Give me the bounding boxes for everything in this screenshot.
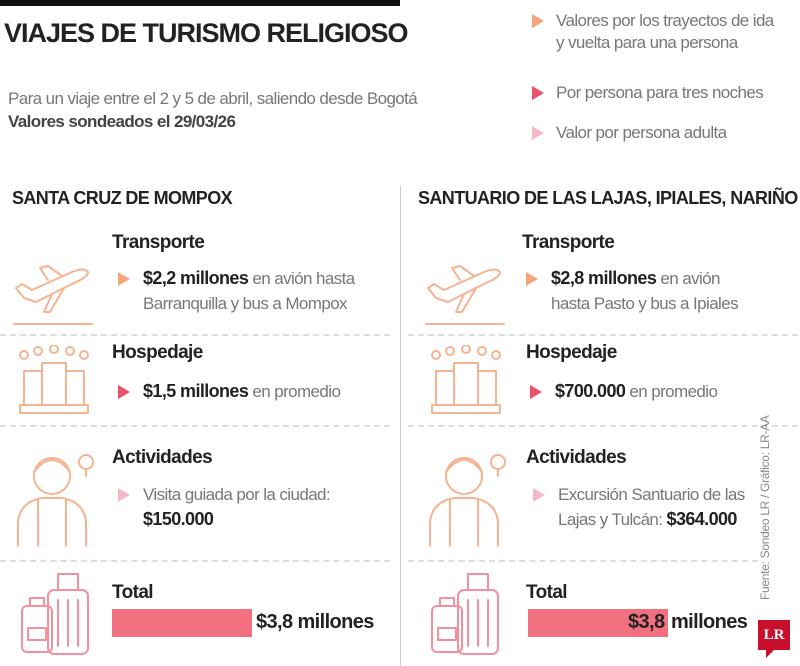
- transport-text: hasta Pasto y bus a Ipiales: [551, 294, 739, 313]
- total-title: Total: [112, 582, 154, 603]
- orange-triangle-icon: [532, 14, 544, 28]
- row-divider: [408, 425, 798, 427]
- activities-detail: Visita guiada por la ciudad: $150.000: [118, 482, 393, 532]
- transport-text: en avión hasta: [252, 269, 355, 288]
- lodging-amount: $1,5 millones: [143, 381, 249, 401]
- survey-date: Valores sondeados el 29/03/26: [8, 112, 236, 131]
- tourist-icon: [17, 454, 94, 547]
- transport-text: Barranquilla y bus a Mompox: [143, 294, 348, 313]
- row-divider: [408, 334, 798, 336]
- pink-triangle-icon: [533, 488, 545, 502]
- hotel-icon: [431, 345, 501, 414]
- legend-label: y vuelta para una persona: [556, 33, 738, 52]
- activities-title: Actividades: [526, 447, 627, 468]
- transport-amount: $2,8 millones: [551, 268, 657, 288]
- lodging-detail: $700.000 en promedio: [530, 379, 795, 404]
- legend-label: Valor por persona adulta: [556, 123, 727, 142]
- page-title: VIAJES DE TURISMO RELIGIOSO: [4, 18, 409, 48]
- transport-text: en avión: [660, 269, 720, 288]
- transport-amount: $2,2 millones: [143, 268, 249, 288]
- row-divider: [0, 425, 390, 427]
- pink-triangle-icon: [532, 126, 544, 140]
- lodging-detail: $1,5 millones en promedio: [118, 379, 393, 404]
- source-credit: Fuente: Sondeo LR / Gráfico: LR-AA: [758, 415, 772, 600]
- activities-text: Lajas y Tulcán:: [558, 510, 663, 529]
- transport-detail: $2,2 millones en avión hasta Barranquill…: [118, 266, 393, 316]
- activities-title: Actividades: [112, 447, 213, 468]
- activities-detail: Excursión Santuario de las Lajas y Tulcá…: [533, 482, 758, 532]
- activities-text: Visita guiada por la ciudad:: [143, 485, 331, 504]
- hotel-icon: [19, 345, 89, 414]
- row-divider: [0, 560, 390, 562]
- red-triangle-icon: [530, 385, 542, 399]
- row-divider: [408, 560, 758, 562]
- orange-triangle-icon: [526, 272, 538, 286]
- legend-item-per-night: Por persona para tres noches: [530, 82, 764, 104]
- red-triangle-icon: [118, 385, 130, 399]
- trip-description: Para un viaje entre el 2 y 5 de abril, s…: [8, 89, 418, 108]
- subtitle: Para un viaje entre el 2 y 5 de abril, s…: [8, 87, 418, 133]
- orange-triangle-icon: [118, 272, 130, 286]
- top-rule: [0, 0, 400, 6]
- lodging-text: en promedio: [629, 382, 718, 401]
- row-divider: [0, 334, 390, 336]
- lodging-title: Hospedaje: [526, 342, 617, 363]
- destination-title: SANTA CRUZ DE MOMPOX: [12, 188, 233, 208]
- total-unit: millones: [671, 611, 748, 633]
- luggage-icon: [21, 573, 89, 655]
- pink-triangle-icon: [118, 488, 130, 502]
- lodging-amount: $700.000: [555, 381, 626, 401]
- luggage-icon: [431, 573, 499, 655]
- total-bar: [528, 609, 668, 637]
- red-triangle-icon: [532, 86, 544, 100]
- legend-label: Por persona para tres noches: [556, 83, 764, 102]
- transport-detail: $2,8 millones en avión hasta Pasto y bus…: [526, 266, 791, 316]
- total-amount: $3,8 millones: [256, 611, 374, 633]
- total-amount: $3,8: [628, 611, 665, 633]
- transport-title: Transporte: [112, 232, 205, 253]
- legend-label: Valores por los trayectos de ida: [556, 11, 774, 30]
- lr-logo: LR: [758, 620, 790, 658]
- total-bar: [112, 609, 252, 637]
- legend-item-round-trip: Valores por los trayectos de ida y vuelt…: [530, 10, 774, 54]
- tourist-icon: [429, 454, 506, 547]
- airplane-icon: [425, 265, 505, 325]
- activities-amount: $150.000: [143, 509, 214, 529]
- transport-title: Transporte: [522, 232, 615, 253]
- destination-title: SANTUARIO DE LAS LAJAS, IPIALES, NARIÑO: [418, 188, 798, 208]
- column-divider: [400, 186, 401, 666]
- legend-item-adult: Valor por persona adulta: [530, 122, 727, 144]
- lodging-text: en promedio: [252, 382, 341, 401]
- activities-amount: $364.000: [666, 509, 738, 529]
- total-title: Total: [526, 582, 568, 603]
- lodging-title: Hospedaje: [112, 342, 203, 363]
- airplane-icon: [13, 265, 93, 325]
- activities-text: Excursión Santuario de las: [558, 485, 745, 504]
